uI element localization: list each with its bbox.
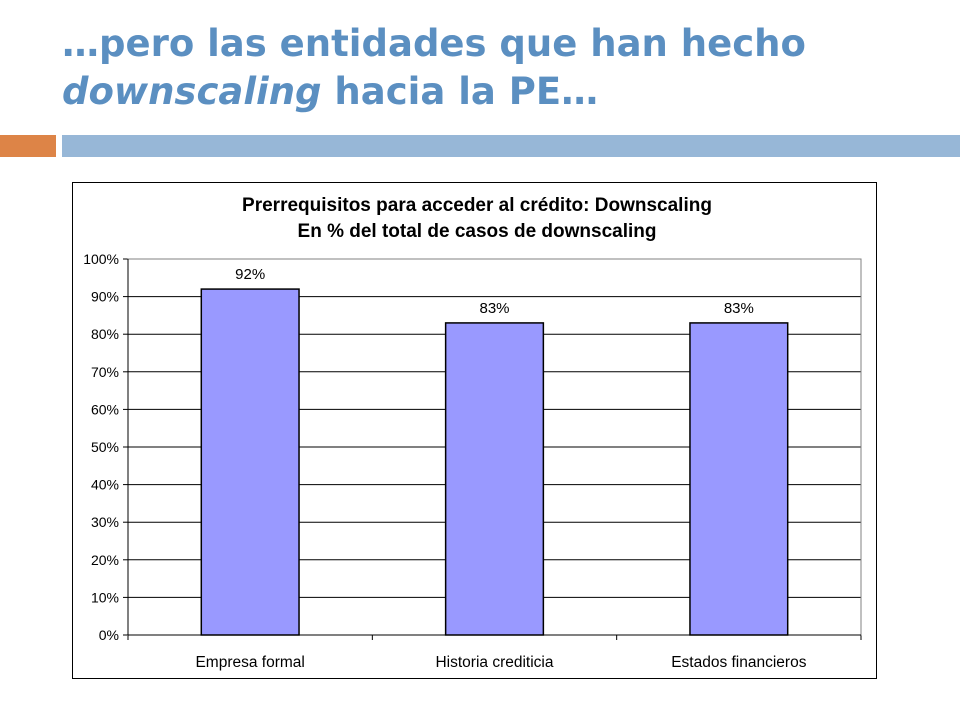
x-category-label: Empresa formal <box>195 654 304 671</box>
chart-subtitle: En % del total de casos de downscaling <box>298 221 657 242</box>
chart-frame: Prerrequisitos para acceder al crédito: … <box>72 182 877 679</box>
bar <box>200 288 300 636</box>
bar-data-label: 83% <box>724 300 754 317</box>
bar-data-label: 92% <box>235 266 265 283</box>
slide-title-line1: …pero las entidades que han hecho <box>62 22 806 65</box>
plot-area: 0% 10% 20% 30% 40% 50% 60% 70% 80% 90% 100% 92% Empr… <box>83 251 862 671</box>
slide-title: …pero las entidades que han hecho downsc… <box>62 20 922 116</box>
bar-chart: Prerrequisitos para acceder al crédito: … <box>83 195 862 671</box>
x-category-label: Historia crediticia <box>435 654 553 671</box>
y-tick-label: 60% <box>91 401 119 417</box>
y-tick-label: 30% <box>91 514 119 530</box>
chart-title: Prerrequisitos para acceder al crédito: … <box>242 195 712 216</box>
y-tick-label: 100% <box>83 251 119 267</box>
y-tick-label: 50% <box>91 439 119 455</box>
bar-data-label: 83% <box>479 300 509 317</box>
y-tick-label: 90% <box>91 289 119 305</box>
slide-title-line2-rest: hacia la PE… <box>321 70 599 113</box>
bar <box>444 322 545 636</box>
bar <box>689 322 789 636</box>
x-category-label: Estados financieros <box>671 654 807 671</box>
y-tick-label: 40% <box>91 477 119 493</box>
slide-title-italic-term: downscaling <box>62 70 322 113</box>
accent-bar-blue <box>62 135 960 157</box>
y-tick-label: 20% <box>91 552 119 568</box>
y-tick-label: 80% <box>91 326 119 342</box>
accent-bar-orange <box>0 135 56 157</box>
y-tick-label: 0% <box>99 627 119 643</box>
y-tick-label: 70% <box>91 364 119 380</box>
y-tick-label: 10% <box>91 589 119 605</box>
